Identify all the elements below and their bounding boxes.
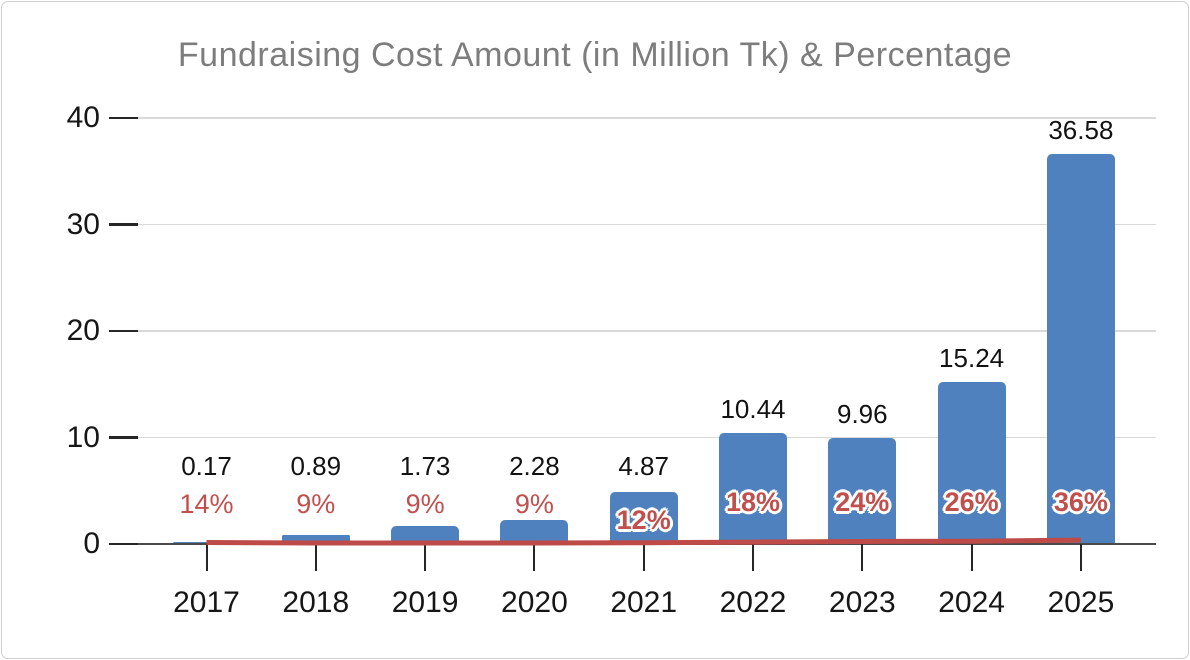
- percentage-label: 18%: [725, 487, 781, 517]
- x-tick-mark: [752, 544, 754, 571]
- percentage-label: 36%: [1053, 487, 1108, 517]
- x-tick-mark: [424, 544, 427, 571]
- percentage-label: 9%: [405, 489, 445, 519]
- x-axis-label-2023: 2023: [828, 586, 896, 619]
- x-axis-label-2024: 2024: [938, 586, 1005, 619]
- y-tick-mark: [109, 329, 138, 333]
- x-tick-mark: [642, 544, 645, 571]
- y-axis-tick-label: 20: [66, 314, 100, 347]
- bar-2022: [719, 432, 787, 544]
- chart-title: Fundraising Cost Amount (in Million Tk) …: [177, 36, 1013, 74]
- x-axis-line: [138, 543, 1156, 546]
- bar-value-label: 0.17: [181, 451, 232, 481]
- bar-value-label: 15.24: [939, 342, 1005, 373]
- bar-value-label: 36.58: [1048, 115, 1114, 146]
- y-gridline: [138, 117, 1156, 119]
- percentage-label: 9%: [296, 489, 336, 519]
- y-axis-tick-label: 30: [66, 207, 100, 241]
- y-gridline: [138, 436, 1156, 439]
- y-tick-mark: [109, 223, 138, 226]
- bar-value-label: 1.73: [399, 451, 451, 481]
- bar-2021: [609, 492, 678, 544]
- bar-value-label: 10.44: [720, 393, 786, 424]
- x-axis-label-2021: 2021: [610, 586, 678, 619]
- x-tick-mark: [314, 544, 317, 571]
- y-gridline: [138, 330, 1156, 332]
- x-axis-label-2019: 2019: [391, 586, 459, 619]
- x-axis-label-2018: 2018: [282, 586, 350, 619]
- x-tick-mark: [1079, 544, 1082, 571]
- y-axis-tick-label: 40: [66, 101, 100, 134]
- bar-2019: [391, 525, 460, 544]
- y-tick-mark: [109, 436, 138, 439]
- bar-value-label: 9.96: [836, 398, 888, 429]
- x-tick-mark: [205, 544, 208, 571]
- y-axis-tick-label: 10: [66, 420, 100, 454]
- bar-2025: [1046, 154, 1115, 544]
- bar-2020: [500, 519, 569, 544]
- percentage-label: 14%: [179, 489, 234, 519]
- y-tick-mark: [109, 116, 138, 120]
- y-axis-tick-label: 0: [83, 527, 100, 560]
- y-tick-mark: [109, 542, 138, 546]
- bar-value-label: 4.87: [618, 451, 669, 481]
- bar-value-label: 2.28: [509, 451, 560, 481]
- percentage-label: 12%: [616, 505, 671, 535]
- percentage-label: 24%: [835, 487, 890, 517]
- percentage-label: 9%: [514, 489, 554, 519]
- bar-2023: [828, 437, 897, 544]
- x-tick-mark: [970, 544, 973, 571]
- bar-value-label: 0.89: [290, 451, 342, 481]
- percentage-label: 26%: [944, 487, 999, 517]
- x-tick-mark: [861, 544, 864, 571]
- x-axis-label-2022: 2022: [719, 586, 787, 619]
- x-axis-label-2025: 2025: [1047, 586, 1115, 619]
- y-gridline: [138, 223, 1156, 226]
- x-axis-label-2017: 2017: [173, 586, 240, 619]
- x-axis-label-2020: 2020: [501, 586, 568, 619]
- x-tick-mark: [533, 544, 536, 571]
- bar-2024: [937, 381, 1006, 544]
